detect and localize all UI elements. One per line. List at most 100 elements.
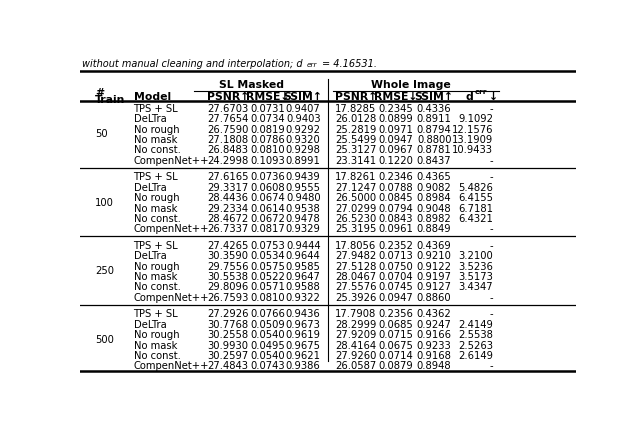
Text: RMSE↓: RMSE↓: [374, 92, 418, 101]
Text: 0.0672: 0.0672: [250, 214, 285, 224]
Text: 0.9621: 0.9621: [285, 351, 321, 361]
Text: 0.0899: 0.0899: [379, 114, 413, 124]
Text: 0.9292: 0.9292: [285, 125, 321, 134]
Text: 25.3195: 25.3195: [335, 224, 376, 234]
Text: 0.0743: 0.0743: [251, 361, 285, 372]
Text: 30.2558: 30.2558: [207, 330, 248, 340]
Text: 30.5538: 30.5538: [207, 272, 248, 282]
Text: 0.9675: 0.9675: [285, 341, 321, 351]
Text: 27.2926: 27.2926: [207, 309, 248, 319]
Text: 27.1808: 27.1808: [207, 135, 248, 145]
Text: 0.9122: 0.9122: [417, 262, 452, 272]
Text: err: err: [475, 89, 487, 95]
Text: 0.0575: 0.0575: [250, 262, 285, 272]
Text: 0.0736: 0.0736: [251, 172, 285, 182]
Text: 17.8056: 17.8056: [335, 241, 376, 251]
Text: Whole Image: Whole Image: [371, 80, 451, 90]
Text: 27.0299: 27.0299: [335, 203, 376, 214]
Text: 26.7337: 26.7337: [207, 224, 248, 234]
Text: 6.7181: 6.7181: [458, 203, 493, 214]
Text: 3.5173: 3.5173: [458, 272, 493, 282]
Text: 27.6165: 27.6165: [207, 172, 248, 182]
Text: TPS + SL: TPS + SL: [134, 241, 178, 251]
Text: 0.9322: 0.9322: [286, 293, 321, 303]
Text: 0.8948: 0.8948: [417, 361, 451, 372]
Text: 0.9673: 0.9673: [286, 320, 321, 330]
Text: 0.9619: 0.9619: [285, 330, 321, 340]
Text: 17.8285: 17.8285: [335, 104, 376, 114]
Text: #: #: [95, 88, 104, 98]
Text: 0.9480: 0.9480: [286, 193, 321, 203]
Text: 0.8984: 0.8984: [417, 193, 451, 203]
Text: 5.4826: 5.4826: [458, 183, 493, 193]
Text: 28.4164: 28.4164: [335, 341, 376, 351]
Text: 24.2998: 24.2998: [207, 156, 248, 166]
Text: 0.9644: 0.9644: [286, 251, 321, 261]
Text: No mask: No mask: [134, 135, 177, 145]
Text: 26.0128: 26.0128: [335, 114, 376, 124]
Text: 0.0788: 0.0788: [379, 183, 413, 193]
Text: CompenNet++: CompenNet++: [134, 156, 209, 166]
Text: 27.4843: 27.4843: [207, 361, 248, 372]
Text: 29.7556: 29.7556: [207, 262, 248, 272]
Text: No rough: No rough: [134, 330, 179, 340]
Text: 27.9260: 27.9260: [335, 351, 376, 361]
Text: 0.9168: 0.9168: [417, 351, 452, 361]
Text: 0.8849: 0.8849: [417, 224, 451, 234]
Text: 0.9247: 0.9247: [417, 320, 452, 330]
Text: 28.4672: 28.4672: [207, 214, 248, 224]
Text: 6.4155: 6.4155: [458, 193, 493, 203]
Text: 0.0540: 0.0540: [251, 351, 285, 361]
Text: 0.0571: 0.0571: [250, 282, 285, 292]
Text: -: -: [490, 224, 493, 234]
Text: 26.7593: 26.7593: [207, 293, 248, 303]
Text: 0.8794: 0.8794: [417, 125, 451, 134]
Text: 30.9930: 30.9930: [207, 341, 248, 351]
Text: 0.8982: 0.8982: [417, 214, 451, 224]
Text: 0.4369: 0.4369: [417, 241, 451, 251]
Text: -: -: [490, 104, 493, 114]
Text: 13.1909: 13.1909: [452, 135, 493, 145]
Text: 0.0614: 0.0614: [251, 203, 285, 214]
Text: 0.9166: 0.9166: [417, 330, 452, 340]
Text: -: -: [490, 156, 493, 166]
Text: 29.3317: 29.3317: [207, 183, 248, 193]
Text: 0.9444: 0.9444: [286, 241, 321, 251]
Text: 0.0731: 0.0731: [251, 104, 285, 114]
Text: 25.5499: 25.5499: [335, 135, 376, 145]
Text: 27.5128: 27.5128: [335, 262, 376, 272]
Text: 0.9478: 0.9478: [286, 214, 321, 224]
Text: 10.9433: 10.9433: [452, 146, 493, 155]
Text: 0.9048: 0.9048: [417, 203, 451, 214]
Text: -: -: [490, 172, 493, 182]
Text: 0.1093: 0.1093: [251, 156, 285, 166]
Text: 12.1576: 12.1576: [452, 125, 493, 134]
Text: SL Masked: SL Masked: [219, 80, 284, 90]
Text: -: -: [490, 361, 493, 372]
Text: 17.7908: 17.7908: [335, 309, 376, 319]
Text: No rough: No rough: [134, 262, 179, 272]
Text: 0.0750: 0.0750: [379, 262, 413, 272]
Text: = 4.16531.: = 4.16531.: [321, 59, 376, 68]
Text: 27.1247: 27.1247: [335, 183, 376, 193]
Text: PSNR↑: PSNR↑: [207, 92, 249, 101]
Text: 0.9233: 0.9233: [417, 341, 451, 351]
Text: 0.0608: 0.0608: [251, 183, 285, 193]
Text: No const.: No const.: [134, 282, 180, 292]
Text: 2.6149: 2.6149: [458, 351, 493, 361]
Text: 0.0734: 0.0734: [251, 114, 285, 124]
Text: 250: 250: [95, 266, 114, 276]
Text: without manual cleaning and interpolation; d: without manual cleaning and interpolatio…: [83, 59, 303, 68]
Text: 0.0794: 0.0794: [379, 203, 413, 214]
Text: 0.9329: 0.9329: [286, 224, 321, 234]
Text: TPS + SL: TPS + SL: [134, 104, 178, 114]
Text: 0.0819: 0.0819: [251, 125, 285, 134]
Text: 0.0714: 0.0714: [379, 351, 413, 361]
Text: d: d: [466, 92, 474, 101]
Text: 0.0766: 0.0766: [250, 309, 285, 319]
Text: 27.9482: 27.9482: [335, 251, 376, 261]
Text: 27.7654: 27.7654: [207, 114, 248, 124]
Text: 0.0947: 0.0947: [379, 135, 413, 145]
Text: 0.9439: 0.9439: [286, 172, 321, 182]
Text: 0.0753: 0.0753: [251, 241, 285, 251]
